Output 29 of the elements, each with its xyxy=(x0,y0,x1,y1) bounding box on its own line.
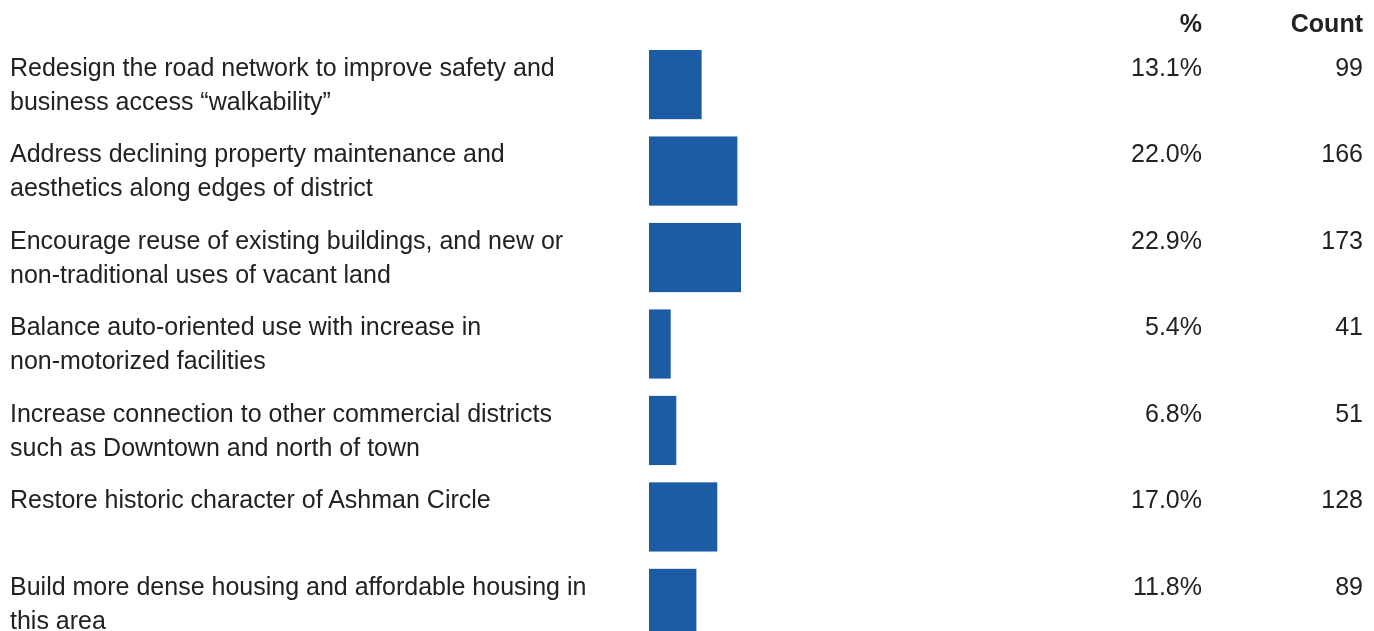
text: 89 xyxy=(1335,571,1363,600)
data-label: 17.0% xyxy=(1131,485,1202,514)
text: 41 xyxy=(1335,312,1363,341)
y-tick-label: Balance auto-oriented use with increase in non-motorized facilities xyxy=(10,312,482,375)
text: 128 xyxy=(1321,485,1363,514)
data-label: 13.1% xyxy=(1131,53,1202,81)
y-tick-label: Address declining property maintenance and aesthetics along edges of district xyxy=(10,139,505,202)
data-label: 5.4% xyxy=(1145,312,1202,341)
bar xyxy=(649,136,738,206)
text: 173 xyxy=(1321,225,1363,254)
y-tick-label: Restore historic character of Ashman Circle xyxy=(10,485,491,514)
data-label: 6.8% xyxy=(1145,398,1202,427)
text: 51 xyxy=(1335,398,1363,427)
data-label: 22.9% xyxy=(1131,225,1202,254)
bar xyxy=(649,482,718,552)
y-tick-label: Increase connection to other commercial districts such as Downtown and north of town xyxy=(10,398,552,461)
bar xyxy=(649,395,677,466)
text: Count xyxy=(1290,9,1364,37)
bar xyxy=(649,222,741,293)
y-tick-label: Build more dense housing and affordable housing in this area xyxy=(10,571,587,631)
text: 166 xyxy=(1321,139,1363,168)
text: 99 xyxy=(1335,53,1363,81)
y-tick-label: Encourage reuse of existing buildings, and new or non-traditional uses of vacant land xyxy=(10,225,564,288)
data-label: 22.0% xyxy=(1131,139,1202,168)
text: % xyxy=(1179,9,1202,37)
bar xyxy=(649,50,702,120)
bar xyxy=(649,309,671,379)
data-label: 11.8% xyxy=(1132,571,1202,600)
y-tick-label: Redesign the road network to improve safety and business access “walkability” xyxy=(10,53,555,115)
